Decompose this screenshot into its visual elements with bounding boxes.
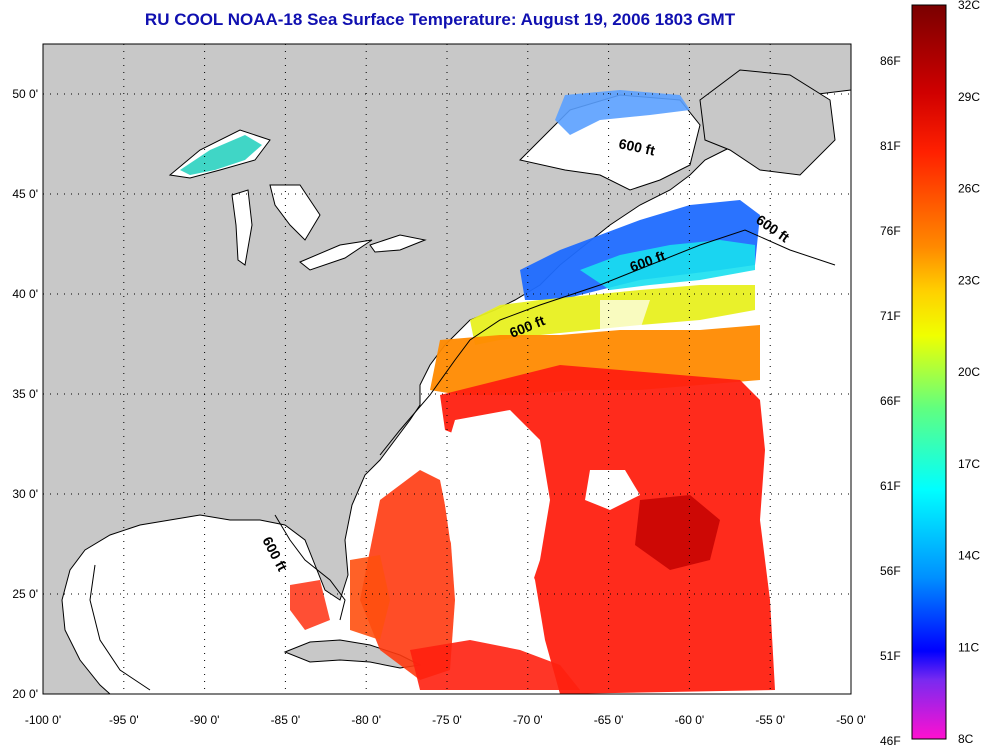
colorbar-celsius-label: 14C [958,549,980,563]
map-title: RU COOL NOAA-18 Sea Surface Temperature:… [144,10,736,29]
colorbar-fahrenheit-label: 61F [880,479,901,493]
longitude-tick-label: -70 0' [513,713,543,727]
longitude-tick-label: -100 0' [25,713,61,727]
land-newfoundland [699,69,836,176]
latitude-tick-label: 50 0' [12,87,38,101]
latitude-axis: 50 0' 45 0' 40 0' 35 0' 30 0' 25 0' 20 0' [12,87,38,701]
longitude-tick-label: -65 0' [594,713,624,727]
latitude-tick-label: 20 0' [12,687,38,701]
longitude-tick-label: -90 0' [190,713,220,727]
latitude-tick-label: 40 0' [12,287,38,301]
colorbar-labels: 32C 29C 26C 23C 20C 17C 14C 11C 8C 86F 81F 76F 71F 66… [880,0,980,748]
lake-ontario [369,234,427,253]
lake-huron [269,184,321,241]
longitude-tick-label: -75 0' [432,713,462,727]
colorbar-celsius-label: 29C [958,90,980,104]
longitude-tick-label: -85 0' [271,713,301,727]
colorbar [911,4,947,740]
latitude-tick-label: 45 0' [12,187,38,201]
longitude-tick-label: -95 0' [109,713,139,727]
map-frame [42,43,852,695]
colorbar-fahrenheit-label: 86F [880,54,901,68]
longitude-axis: -100 0' -95 0' -90 0' -85 0' -80 0' -75 0' -70… [25,713,866,727]
colorbar-celsius-label: 8C [958,732,974,746]
colorbar-fahrenheit-label: 76F [880,224,901,238]
isobath-600ft-gulf [89,514,346,691]
colorbar-fahrenheit-label: 56F [880,564,901,578]
latitude-tick-label: 35 0' [12,387,38,401]
contour-label: 600 ft [617,135,656,158]
longitude-tick-label: -80 0' [351,713,381,727]
lake-erie [299,239,373,271]
colorbar-celsius-label: 20C [958,365,980,379]
isobath-600ft [379,229,836,456]
longitude-tick-label: -55 0' [755,713,785,727]
colorbar-celsius-label: 32C [958,0,980,12]
latitude-tick-label: 25 0' [12,587,38,601]
lake-michigan [231,189,253,266]
colorbar-celsius-label: 17C [958,457,980,471]
colorbar-fahrenheit-label: 51F [880,649,901,663]
sst-overlay [180,90,775,694]
colorbar-celsius-label: 23C [958,273,980,287]
colorbar-fahrenheit-label: 66F [880,394,901,408]
colorbar-fahrenheit-label: 46F [880,734,901,748]
latitude-tick-label: 30 0' [12,487,38,501]
longitude-tick-label: -60 0' [675,713,705,727]
colorbar-celsius-label: 11C [958,640,979,654]
colorbar-celsius-label: 26C [958,182,980,196]
colorbar-fahrenheit-label: 71F [880,309,901,323]
colorbar-fahrenheit-label: 81F [880,139,901,153]
longitude-tick-label: -50 0' [836,713,866,727]
